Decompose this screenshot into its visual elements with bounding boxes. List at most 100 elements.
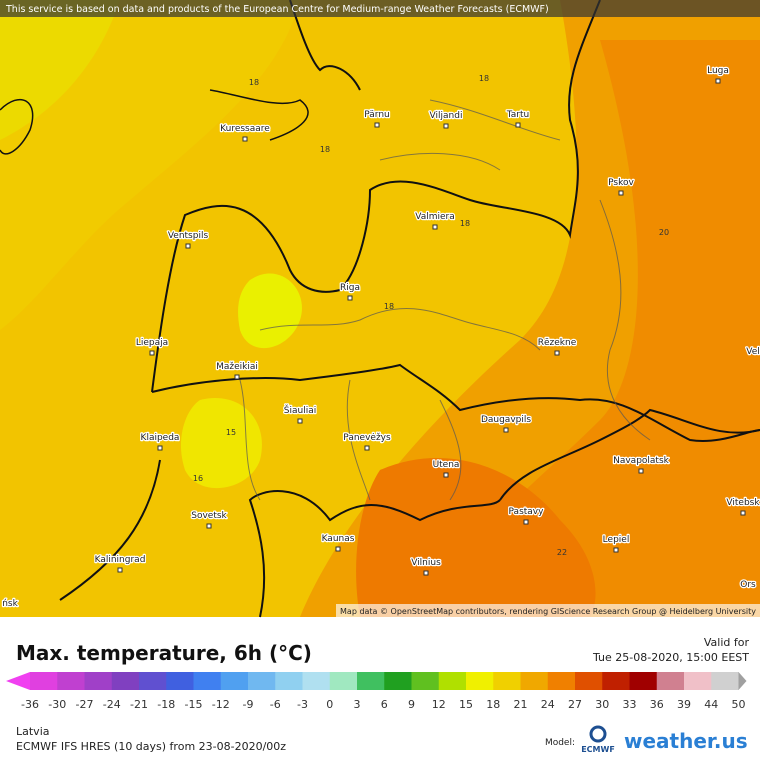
- isoline-label: 15: [226, 428, 236, 437]
- city-label: Pärnu: [364, 110, 390, 120]
- field: [0, 0, 300, 330]
- colorbar-swatch: [411, 672, 440, 690]
- city-marker: [206, 523, 212, 529]
- valid-label: Valid for: [704, 636, 750, 649]
- colorbar-swatch: [466, 672, 494, 690]
- colorbar-swatch: [302, 672, 331, 690]
- colorbar-tick: -24: [103, 698, 121, 711]
- city-label: Rēzekne: [538, 338, 577, 348]
- colorbar-swatch: [30, 672, 58, 690]
- colorbar-swatch: [220, 672, 249, 690]
- city-label: Liepaja: [136, 338, 168, 348]
- colorbar-swatch: [520, 672, 549, 690]
- colorbar-tick: 3: [354, 698, 361, 711]
- city-marker: [335, 546, 341, 552]
- colorbar-swatch: [656, 672, 685, 690]
- colorbar-tick: -18: [157, 698, 175, 711]
- isoline-label: 18: [249, 78, 259, 87]
- city-marker: [157, 445, 163, 451]
- colorbar-tick: 0: [326, 698, 333, 711]
- city-marker: [185, 243, 191, 249]
- city-label: Pastavy: [509, 507, 545, 517]
- isoline: [0, 99, 34, 155]
- city-label: Vitebsk: [726, 498, 760, 508]
- field: [238, 273, 302, 349]
- city-label: Vilnius: [411, 558, 441, 568]
- colorbar-swatch: [575, 672, 603, 690]
- colorbar-swatch: [139, 672, 167, 690]
- city-marker: [423, 570, 429, 576]
- colorbar-tick: 27: [568, 698, 582, 711]
- colorbar-tick: 18: [486, 698, 500, 711]
- colorbar-swatch: [602, 672, 630, 690]
- colorbar-swatch: [275, 672, 303, 690]
- ecmwf-text: ECMWF: [581, 745, 615, 754]
- colorbar-swatch: [57, 672, 85, 690]
- colorbar-tick: 33: [623, 698, 637, 711]
- field: [420, 40, 760, 617]
- region: Latvia: [16, 725, 50, 738]
- colorbar-swatch: [384, 672, 412, 690]
- colorbar-tick: -3: [297, 698, 308, 711]
- city-label: Mažeikiai: [216, 362, 258, 372]
- city-marker: [613, 547, 619, 553]
- colorbar-tick: -15: [185, 698, 203, 711]
- map-credit-bar: [336, 604, 760, 617]
- city-marker: [515, 122, 521, 128]
- city-marker: [523, 519, 529, 525]
- colorbar-tick: -36: [21, 698, 39, 711]
- colorbar-tick: -21: [130, 698, 148, 711]
- city-marker: [297, 418, 303, 424]
- colorbar-tick: 12: [432, 698, 446, 711]
- isoline-label: 18: [479, 74, 489, 83]
- colorbar-tick: 44: [704, 698, 718, 711]
- colorbar-tick: -27: [76, 698, 94, 711]
- city-marker: [740, 510, 746, 516]
- colorbar-swatch: [248, 672, 276, 690]
- colorbar-low: [6, 672, 30, 690]
- admin-borders: [239, 99, 651, 501]
- city-marker: [432, 224, 438, 230]
- field: [180, 398, 262, 489]
- valid-time: Tue 25-08-2020, 15:00 EEST: [592, 651, 749, 664]
- city-label: Riga: [340, 283, 360, 293]
- model-run: ECMWF IFS HRES (10 days) from 23-08-2020…: [16, 740, 286, 753]
- colorbar-tick: -9: [243, 698, 254, 711]
- colorbar-tick: 15: [459, 698, 473, 711]
- city-label: Šiauliai: [284, 404, 316, 416]
- coast: [209, 89, 309, 141]
- city-label: Tartu: [506, 110, 529, 120]
- city-marker: [347, 295, 353, 301]
- colorbar-tick: 6: [381, 698, 388, 711]
- colorbar-tick: 36: [650, 698, 664, 711]
- city-marker: [443, 472, 449, 478]
- isoline-label: 18: [320, 145, 330, 154]
- colorbar-tick: -30: [48, 698, 66, 711]
- city-marker: [443, 123, 449, 129]
- isoline-label: 20: [659, 228, 669, 237]
- colorbar-swatch: [166, 672, 194, 690]
- city-label: Ors: [740, 580, 756, 590]
- isoline-label: 16: [193, 474, 203, 483]
- ecmwf-logo: [589, 725, 607, 743]
- colorbar-tick: 30: [595, 698, 609, 711]
- city-marker: [638, 468, 644, 474]
- colorbar-high: [738, 672, 747, 690]
- colorbar-tick: 50: [732, 698, 746, 711]
- colorbar-swatch: [493, 672, 521, 690]
- city-label: Valmiera: [415, 212, 455, 222]
- city-label: Ventspils: [168, 231, 209, 241]
- brand: weather.us: [624, 729, 748, 753]
- city-marker: [618, 190, 624, 196]
- city-label: Lepiel: [603, 535, 630, 545]
- city-label: Sovetsk: [191, 511, 227, 521]
- colorbar-swatch: [629, 672, 658, 690]
- colorbar-tick: 24: [541, 698, 555, 711]
- isoline-label: 18: [384, 302, 394, 311]
- city-marker: [149, 350, 155, 356]
- model-label: Model:: [545, 738, 575, 748]
- city-label: Luga: [707, 66, 729, 76]
- colorbar-tick: 9: [408, 698, 415, 711]
